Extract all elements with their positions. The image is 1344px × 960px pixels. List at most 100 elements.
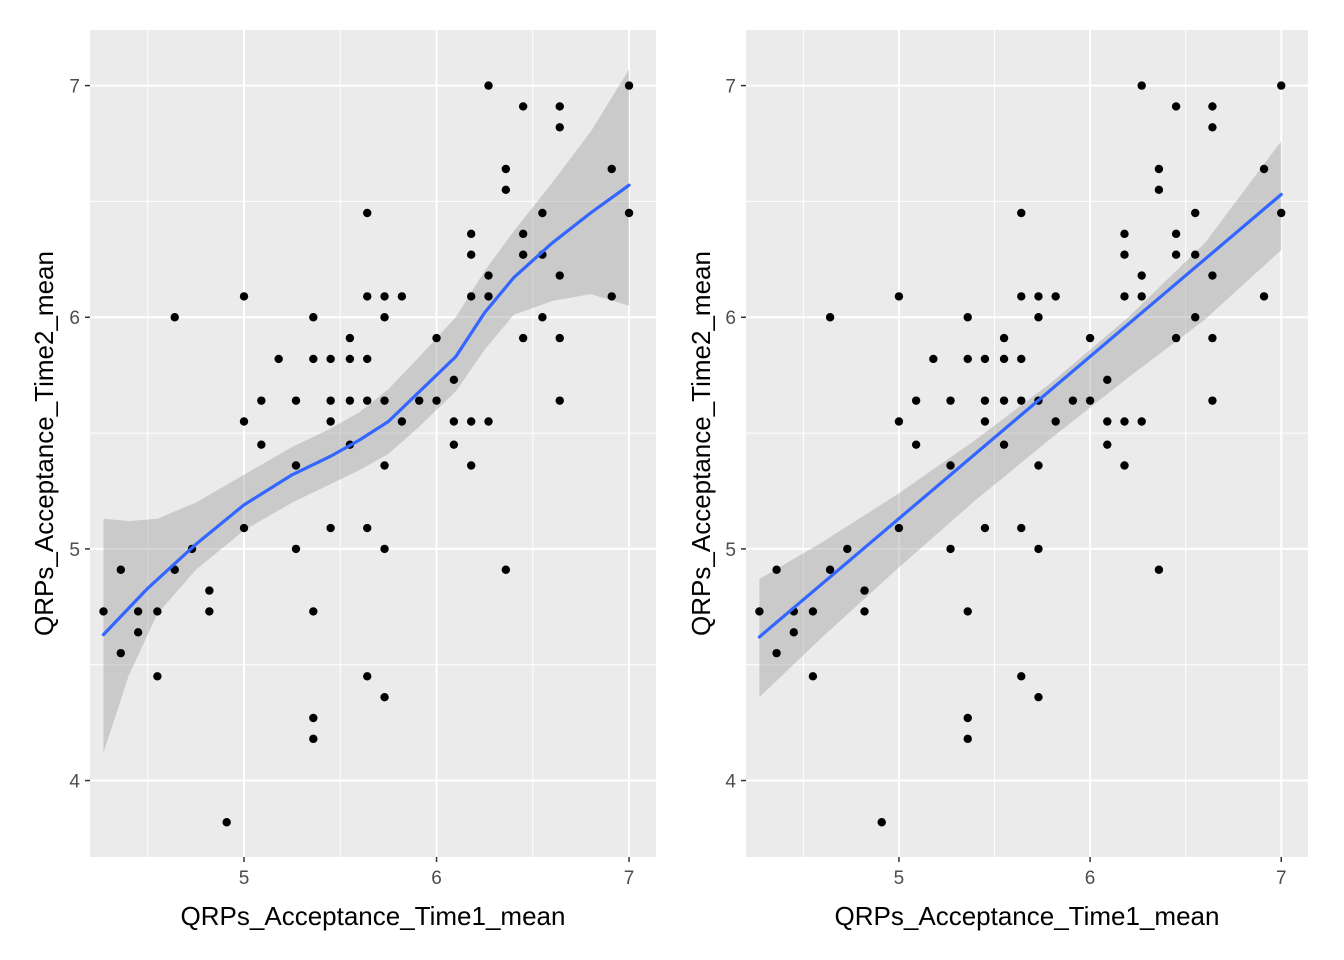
- scatter-point: [1103, 375, 1112, 384]
- scatter-point: [1120, 461, 1129, 470]
- scatter-point: [1034, 292, 1043, 301]
- scatter-point: [449, 440, 459, 449]
- scatter-point: [274, 354, 283, 364]
- scatter-point: [538, 208, 547, 218]
- scatter-point: [466, 229, 476, 239]
- scatter-point: [1154, 164, 1164, 174]
- y-tick-label: 4: [725, 772, 736, 793]
- scatter-point: [309, 713, 318, 723]
- scatter-point: [1277, 208, 1286, 218]
- scatter-point: [432, 333, 441, 343]
- y-axis-title: QRPs_Acceptance_Time2_mean: [29, 251, 59, 636]
- smooth-line: [757, 192, 1283, 639]
- y-tick-label: 6: [725, 308, 736, 329]
- scatter-point: [1034, 313, 1043, 322]
- confidence-band: [103, 69, 630, 753]
- scatter-point: [1017, 396, 1026, 405]
- scatter-point: [1034, 544, 1043, 554]
- scatter-point: [309, 607, 318, 616]
- scatter-point: [205, 586, 214, 595]
- scatter-point: [518, 250, 528, 259]
- scatter-point: [1171, 229, 1181, 239]
- scatter-point: [449, 417, 459, 426]
- panel-background: [90, 30, 656, 857]
- scatter-point: [326, 523, 335, 533]
- scatter-point: [363, 208, 372, 218]
- scatter-point: [1191, 208, 1200, 218]
- scatter-point: [363, 354, 372, 364]
- scatter-point: [326, 396, 335, 405]
- scatter-point: [501, 164, 511, 174]
- scatter-point: [326, 417, 335, 426]
- scatter-point: [1171, 250, 1181, 259]
- scatter-point: [518, 333, 528, 343]
- scatter-point: [484, 271, 493, 280]
- scatter-point: [309, 734, 318, 744]
- scatter-point: [326, 354, 335, 364]
- scatter-point: [538, 313, 547, 322]
- scatter-point: [363, 292, 372, 301]
- scatter-point: [363, 523, 372, 533]
- scatter-point: [1208, 102, 1217, 111]
- scatter-point: [999, 354, 1009, 364]
- scatter-point: [153, 672, 162, 681]
- scatter-point: [772, 648, 781, 658]
- scatter-point: [380, 544, 389, 554]
- scatter-point: [116, 648, 126, 658]
- scatter-point: [518, 229, 528, 239]
- scatter-point: [624, 81, 634, 90]
- scatter-point: [963, 713, 972, 723]
- scatter-point: [291, 396, 301, 405]
- scatter-point: [518, 102, 528, 111]
- scatter-point: [946, 396, 955, 405]
- scatter-point: [1277, 81, 1286, 90]
- scatter-point: [1051, 417, 1060, 426]
- scatter-point: [239, 292, 249, 301]
- scatter-point: [257, 396, 266, 405]
- scatter-point: [1171, 102, 1181, 111]
- scatter-point: [205, 607, 214, 616]
- scatter-point: [1085, 396, 1095, 405]
- chart-panel-left: 5 6 7 4 5 6 7 QRPs_Acceptance_Time1_mean QRPs_Ac…: [29, 30, 656, 931]
- scatter-point: [1137, 81, 1146, 90]
- scatter-point: [1154, 185, 1164, 195]
- scatter-point: [1034, 461, 1043, 470]
- scatter-point: [1191, 313, 1200, 322]
- scatter-point: [607, 164, 616, 174]
- scatter-point: [449, 375, 459, 384]
- confidence-band: [759, 141, 1282, 698]
- scatter-point: [1085, 333, 1095, 343]
- scatter-point: [133, 628, 143, 637]
- scatter-point: [345, 396, 355, 405]
- scatter-point: [484, 81, 493, 90]
- y-tick-label: 7: [725, 77, 736, 98]
- scatter-point: [1017, 208, 1026, 218]
- scatter-point: [170, 313, 179, 322]
- scatter-point: [946, 461, 955, 470]
- x-axis-title: QRPs_Acceptance_Time1_mean: [181, 901, 566, 931]
- scatter-point: [1034, 692, 1043, 702]
- x-tick-label: 7: [1276, 868, 1287, 889]
- scatter-point: [466, 461, 476, 470]
- scatter-point: [345, 333, 355, 343]
- scatter-point: [980, 396, 990, 405]
- scatter-point: [1051, 292, 1060, 301]
- scatter-point: [1103, 417, 1112, 426]
- scatter-point: [466, 417, 476, 426]
- scatter-point: [555, 396, 564, 405]
- scatter-point: [239, 523, 249, 533]
- scatter-point: [755, 607, 764, 616]
- scatter-point: [380, 313, 389, 322]
- scatter-point: [466, 292, 476, 301]
- scatter-point: [1191, 250, 1200, 259]
- scatter-point: [980, 417, 990, 426]
- scatter-point: [363, 672, 372, 681]
- scatter-point: [257, 440, 266, 449]
- scatter-point: [153, 607, 162, 616]
- scatter-point: [397, 417, 407, 426]
- x-axis-title: QRPs_Acceptance_Time1_mean: [835, 901, 1220, 931]
- scatter-point: [980, 354, 990, 364]
- panel-background: [746, 30, 1308, 857]
- scatter-point: [1154, 565, 1164, 574]
